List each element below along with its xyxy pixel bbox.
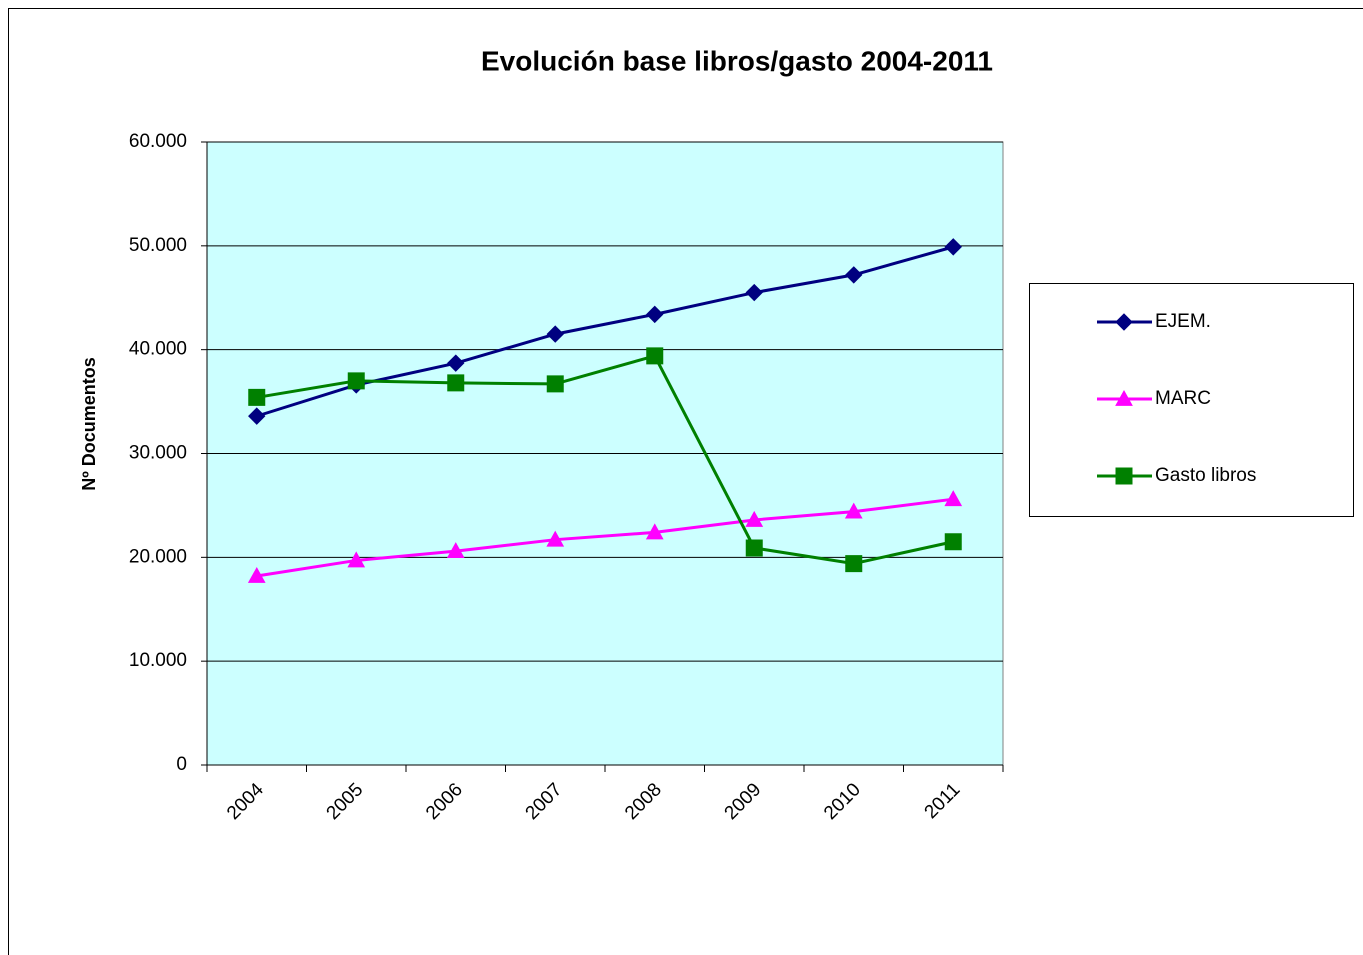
x-tick-label: 2011 [921, 779, 965, 823]
data-point [745, 510, 764, 527]
y-tick-label: 20.000 [129, 546, 187, 567]
data-point [248, 407, 266, 425]
y-tick-label: 40.000 [129, 339, 187, 360]
data-point [745, 283, 763, 302]
chart-frame [8, 8, 1363, 955]
x-tick-label: 2008 [621, 779, 666, 824]
data-point [347, 372, 365, 390]
legend-marker [1115, 389, 1133, 406]
x-tick-label: 2005 [323, 779, 368, 824]
data-point [944, 238, 962, 256]
x-tick-label: 2006 [422, 779, 467, 824]
data-point [845, 555, 863, 573]
data-point [646, 347, 664, 365]
data-point [745, 539, 763, 557]
data-point [446, 542, 465, 559]
data-point [248, 388, 266, 406]
data-point [845, 266, 863, 284]
data-point [646, 305, 664, 324]
data-point [546, 375, 564, 393]
y-tick-label: 10.000 [129, 650, 187, 671]
x-tick-label: 2007 [522, 779, 567, 824]
data-point [944, 490, 963, 507]
data-point [546, 325, 564, 343]
series-line [256, 497, 954, 578]
data-point [447, 354, 465, 372]
y-tick-label: 60.000 [129, 131, 187, 152]
y-tick-label: 30.000 [129, 443, 187, 464]
data-point [844, 502, 863, 519]
legend-marker [1115, 467, 1133, 485]
y-tick-label: 50.000 [129, 235, 187, 256]
chart-title: Evolución base libros/gasto 2004-2011 [481, 45, 993, 76]
y-axis-label: Nº Documentos [79, 357, 99, 491]
x-tick-label: 2004 [223, 779, 268, 824]
data-point [447, 374, 465, 392]
data-point [347, 551, 366, 568]
data-point [944, 533, 962, 551]
data-point [645, 523, 664, 540]
legend-label: Gasto libros [1155, 465, 1256, 486]
legend-box [1029, 283, 1354, 517]
y-tick-label: 0 [176, 754, 187, 775]
data-point [546, 530, 565, 547]
data-point [247, 566, 266, 583]
legend-marker [1115, 313, 1133, 331]
x-tick-label: 2010 [820, 779, 865, 824]
legend-label: MARC [1155, 388, 1211, 409]
x-tick-label: 2009 [721, 779, 766, 824]
legend-label: EJEM. [1155, 311, 1211, 332]
series-line [256, 354, 954, 566]
